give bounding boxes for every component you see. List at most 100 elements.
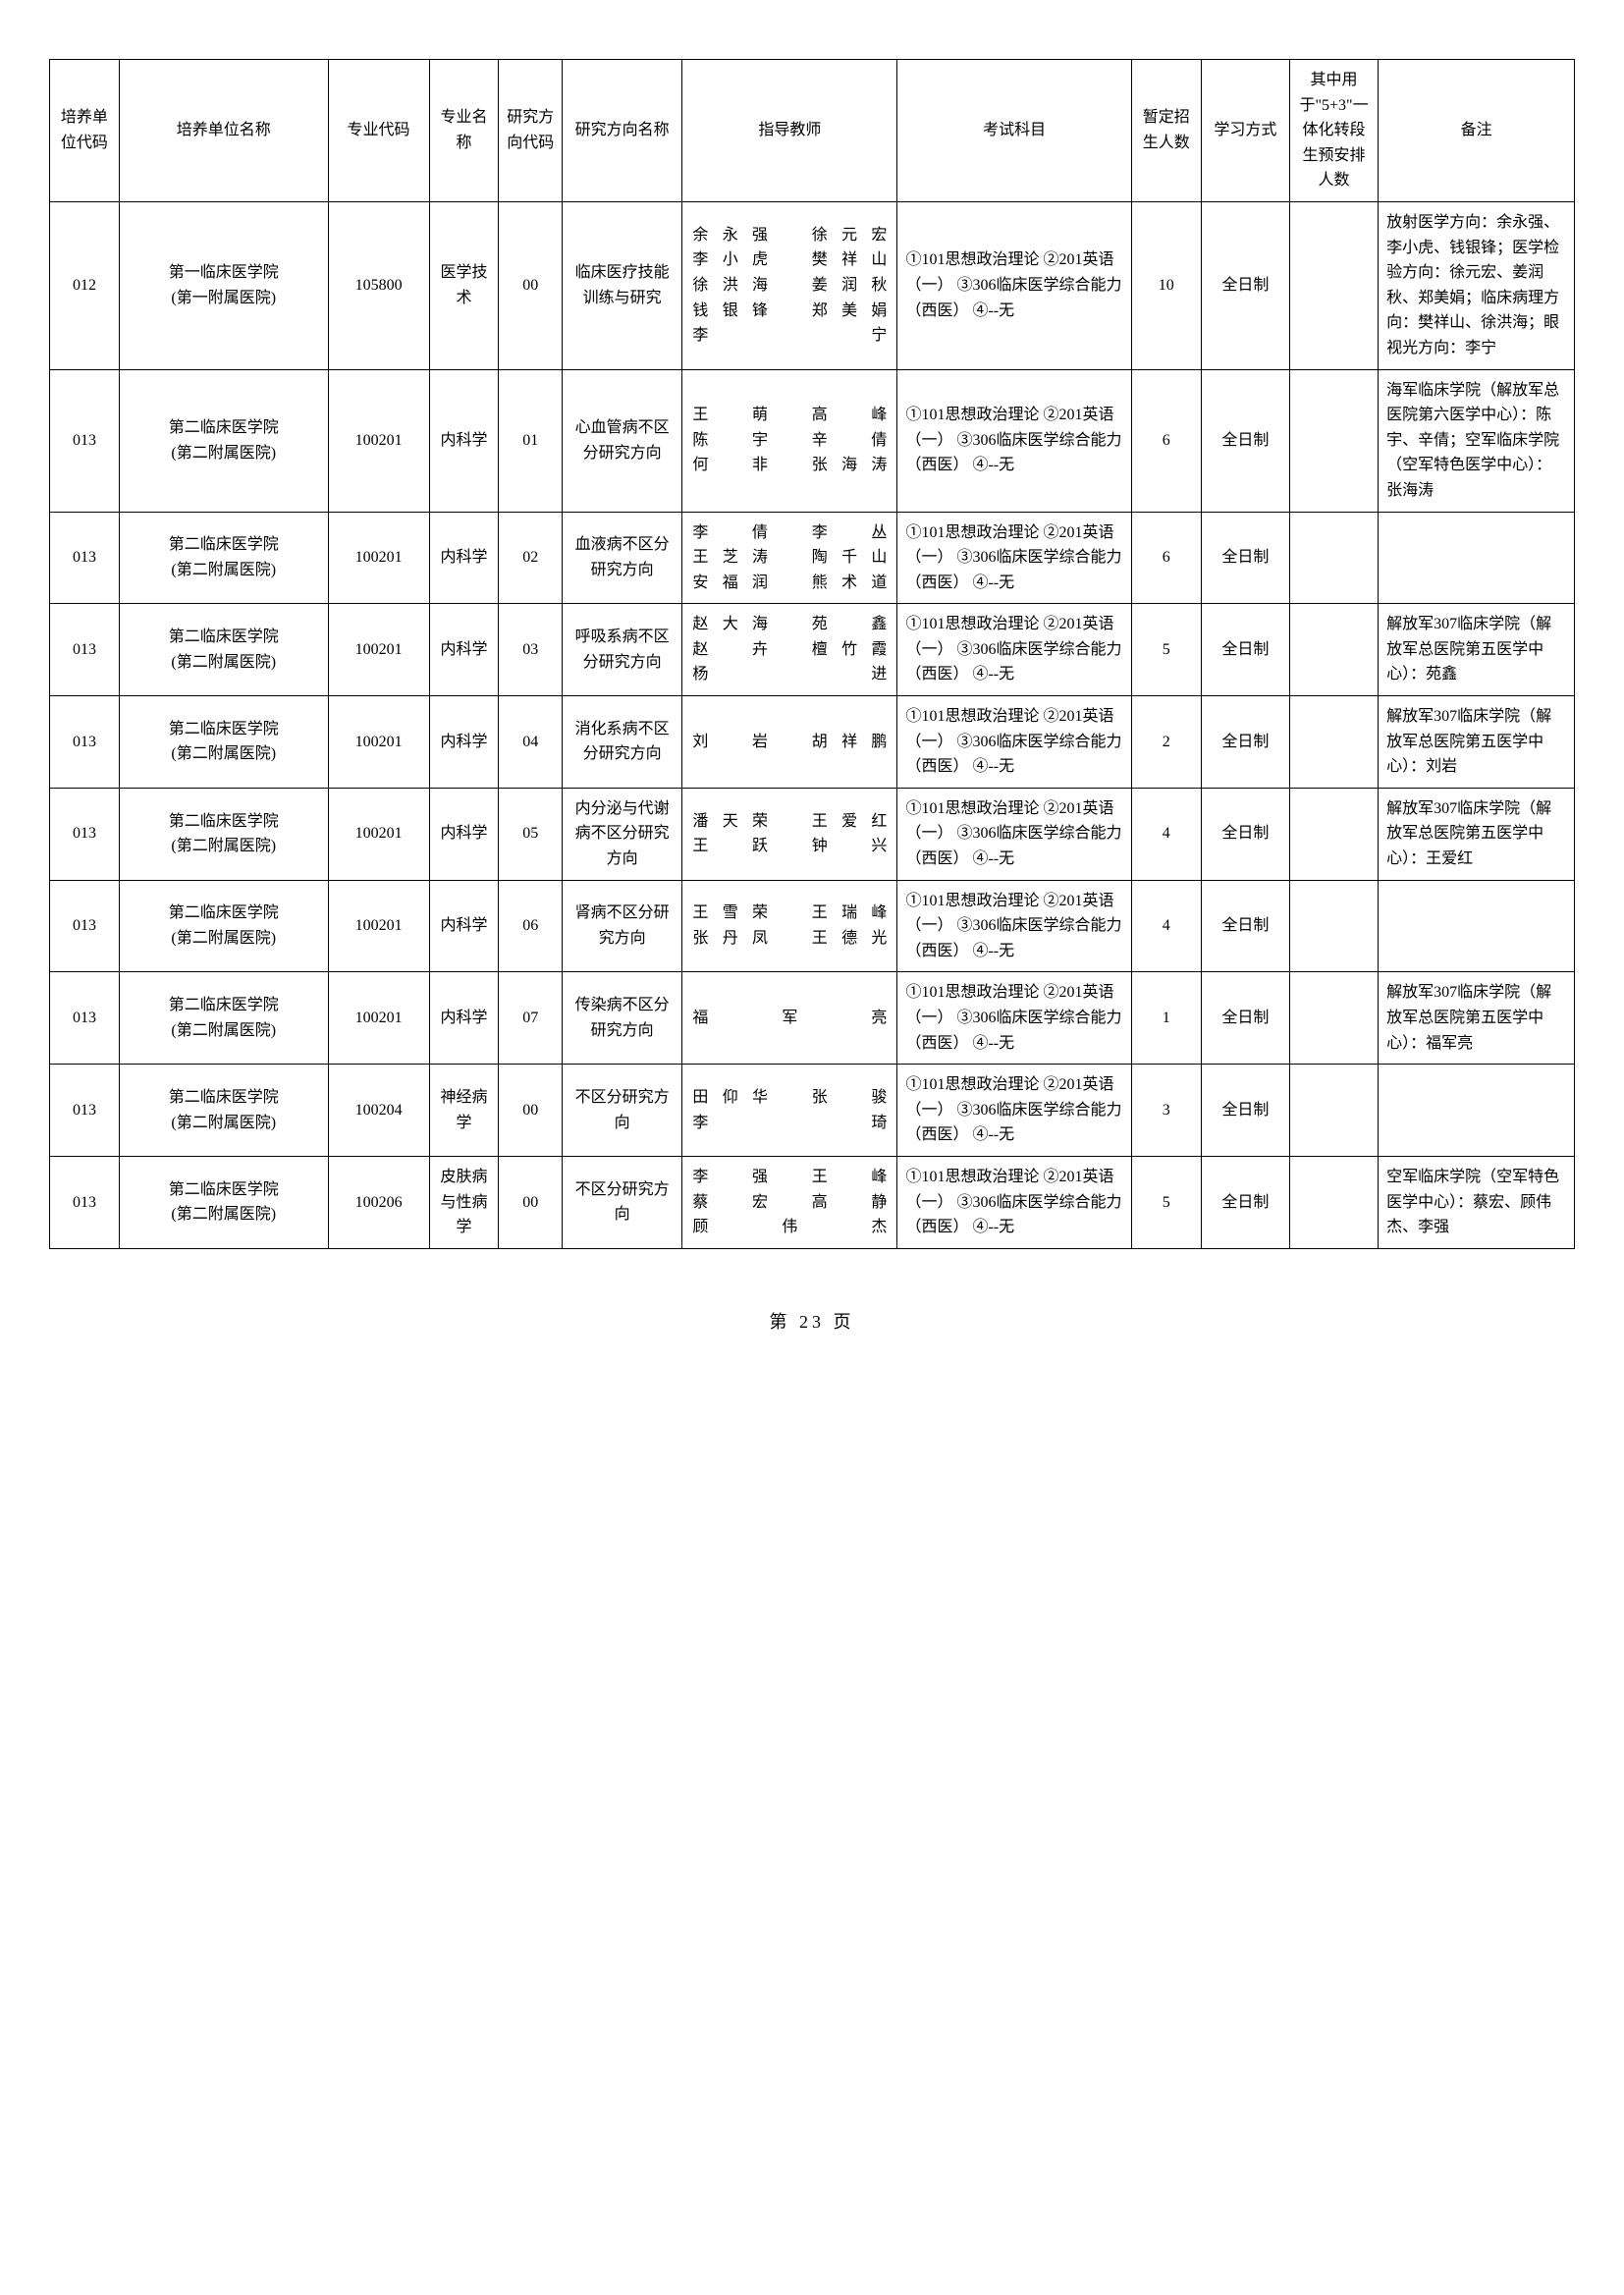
- cell-name: 第二临床医学院(第二附属医院): [119, 788, 328, 880]
- cell-extra: [1289, 696, 1378, 789]
- cell-dirName: 呼吸系病不区分研究方向: [562, 604, 681, 696]
- cell-study: 全日制: [1201, 201, 1289, 369]
- cell-study: 全日制: [1201, 512, 1289, 604]
- cell-majorCode: 100201: [328, 696, 429, 789]
- cell-teacher: 赵大海 苑 鑫赵 卉 檀竹霞杨 进: [682, 604, 897, 696]
- cell-majorCode: 100201: [328, 972, 429, 1065]
- cell-enroll: 4: [1131, 880, 1201, 972]
- cell-code: 012: [50, 201, 120, 369]
- cell-extra: [1289, 369, 1378, 512]
- col-header: 培养单位名称: [119, 60, 328, 202]
- cell-teacher: 王雪荣 王瑞峰张丹凤 王德光: [682, 880, 897, 972]
- cell-code: 013: [50, 696, 120, 789]
- cell-majorName: 内科学: [429, 788, 499, 880]
- cell-exam: ①101思想政治理论 ②201英语（一） ③306临床医学综合能力（西医） ④-…: [897, 1156, 1131, 1248]
- cell-extra: [1289, 972, 1378, 1065]
- cell-majorCode: 105800: [328, 201, 429, 369]
- cell-name: 第二临床医学院(第二附属医院): [119, 1065, 328, 1157]
- cell-enroll: 4: [1131, 788, 1201, 880]
- cell-enroll: 5: [1131, 1156, 1201, 1248]
- cell-name: 第二临床医学院(第二附属医院): [119, 880, 328, 972]
- cell-remark: 放射医学方向：余永强、李小虎、钱银锋；医学检验方向：徐元宏、姜润秋、郑美娟；临床…: [1379, 201, 1575, 369]
- col-header: 专业代码: [328, 60, 429, 202]
- cell-name: 第二临床医学院(第二附属医院): [119, 1156, 328, 1248]
- cell-dirCode: 07: [499, 972, 562, 1065]
- cell-study: 全日制: [1201, 788, 1289, 880]
- cell-teacher: 福军亮: [682, 972, 897, 1065]
- cell-code: 013: [50, 512, 120, 604]
- cell-exam: ①101思想政治理论 ②201英语（一） ③306临床医学综合能力（西医） ④-…: [897, 604, 1131, 696]
- cell-name: 第二临床医学院(第二附属医院): [119, 972, 328, 1065]
- cell-exam: ①101思想政治理论 ②201英语（一） ③306临床医学综合能力（西医） ④-…: [897, 972, 1131, 1065]
- table-row: 013第二临床医学院(第二附属医院)100206皮肤病与性病学00不区分研究方向…: [50, 1156, 1575, 1248]
- cell-exam: ①101思想政治理论 ②201英语（一） ③306临床医学综合能力（西医） ④-…: [897, 788, 1131, 880]
- cell-majorCode: 100201: [328, 880, 429, 972]
- table-row: 012第一临床医学院(第一附属医院)105800医学技术00临床医疗技能训练与研…: [50, 201, 1575, 369]
- cell-exam: ①101思想政治理论 ②201英语（一） ③306临床医学综合能力（西医） ④-…: [897, 201, 1131, 369]
- cell-dirName: 消化系病不区分研究方向: [562, 696, 681, 789]
- table-row: 013第二临床医学院(第二附属医院)100201内科学03呼吸系病不区分研究方向…: [50, 604, 1575, 696]
- cell-study: 全日制: [1201, 972, 1289, 1065]
- col-header: 研究方向代码: [499, 60, 562, 202]
- cell-majorName: 神经病学: [429, 1065, 499, 1157]
- table-header-row: 培养单位代码 培养单位名称 专业代码 专业名称 研究方向代码 研究方向名称 指导…: [50, 60, 1575, 202]
- cell-extra: [1289, 604, 1378, 696]
- cell-dirCode: 01: [499, 369, 562, 512]
- cell-code: 013: [50, 972, 120, 1065]
- cell-exam: ①101思想政治理论 ②201英语（一） ③306临床医学综合能力（西医） ④-…: [897, 369, 1131, 512]
- cell-dirCode: 00: [499, 201, 562, 369]
- cell-dirName: 内分泌与代谢病不区分研究方向: [562, 788, 681, 880]
- cell-dirName: 不区分研究方向: [562, 1065, 681, 1157]
- cell-study: 全日制: [1201, 1065, 1289, 1157]
- col-header: 专业名称: [429, 60, 499, 202]
- cell-remark: 解放军307临床学院（解放军总医院第五医学中心）：王爱红: [1379, 788, 1575, 880]
- page-footer: 第 23 页: [49, 1308, 1575, 1334]
- col-header: 培养单位代码: [50, 60, 120, 202]
- cell-code: 013: [50, 1156, 120, 1248]
- cell-dirCode: 00: [499, 1065, 562, 1157]
- cell-dirCode: 04: [499, 696, 562, 789]
- cell-name: 第二临床医学院(第二附属医院): [119, 369, 328, 512]
- cell-enroll: 1: [1131, 972, 1201, 1065]
- cell-exam: ①101思想政治理论 ②201英语（一） ③306临床医学综合能力（西医） ④-…: [897, 696, 1131, 789]
- cell-exam: ①101思想政治理论 ②201英语（一） ③306临床医学综合能力（西医） ④-…: [897, 1065, 1131, 1157]
- cell-code: 013: [50, 880, 120, 972]
- cell-study: 全日制: [1201, 696, 1289, 789]
- cell-majorCode: 100201: [328, 512, 429, 604]
- cell-remark: 海军临床学院（解放军总医院第六医学中心）：陈宇、辛倩；空军临床学院（空军特色医学…: [1379, 369, 1575, 512]
- cell-code: 013: [50, 1065, 120, 1157]
- cell-name: 第二临床医学院(第二附属医院): [119, 604, 328, 696]
- cell-dirCode: 06: [499, 880, 562, 972]
- cell-dirName: 心血管病不区分研究方向: [562, 369, 681, 512]
- cell-study: 全日制: [1201, 369, 1289, 512]
- cell-dirCode: 00: [499, 1156, 562, 1248]
- cell-dirName: 肾病不区分研究方向: [562, 880, 681, 972]
- cell-enroll: 6: [1131, 512, 1201, 604]
- table-row: 013第二临床医学院(第二附属医院)100201内科学06肾病不区分研究方向王雪…: [50, 880, 1575, 972]
- cell-teacher: 李 强 王 峰蔡 宏 高 静顾伟杰: [682, 1156, 897, 1248]
- cell-majorName: 内科学: [429, 972, 499, 1065]
- cell-majorName: 内科学: [429, 369, 499, 512]
- col-header: 考试科目: [897, 60, 1131, 202]
- cell-extra: [1289, 1065, 1378, 1157]
- cell-dirCode: 03: [499, 604, 562, 696]
- cell-name: 第二临床医学院(第二附属医院): [119, 696, 328, 789]
- cell-study: 全日制: [1201, 1156, 1289, 1248]
- cell-majorCode: 100201: [328, 788, 429, 880]
- cell-extra: [1289, 201, 1378, 369]
- cell-name: 第一临床医学院(第一附属医院): [119, 201, 328, 369]
- cell-extra: [1289, 788, 1378, 880]
- cell-remark: 空军临床学院（空军特色医学中心）：蔡宏、顾伟杰、李强: [1379, 1156, 1575, 1248]
- table-row: 013第二临床医学院(第二附属医院)100204神经病学00不区分研究方向田仰华…: [50, 1065, 1575, 1157]
- col-header: 暂定招生人数: [1131, 60, 1201, 202]
- cell-majorCode: 100204: [328, 1065, 429, 1157]
- cell-remark: 解放军307临床学院（解放军总医院第五医学中心）：刘岩: [1379, 696, 1575, 789]
- cell-remark: 解放军307临床学院（解放军总医院第五医学中心）：苑鑫: [1379, 604, 1575, 696]
- cell-dirName: 临床医疗技能训练与研究: [562, 201, 681, 369]
- cell-majorCode: 100201: [328, 604, 429, 696]
- cell-exam: ①101思想政治理论 ②201英语（一） ③306临床医学综合能力（西医） ④-…: [897, 880, 1131, 972]
- cell-dirName: 血液病不区分研究方向: [562, 512, 681, 604]
- cell-majorName: 医学技术: [429, 201, 499, 369]
- cell-teacher: 潘天荣 王爱红王 跃 钟 兴: [682, 788, 897, 880]
- cell-extra: [1289, 512, 1378, 604]
